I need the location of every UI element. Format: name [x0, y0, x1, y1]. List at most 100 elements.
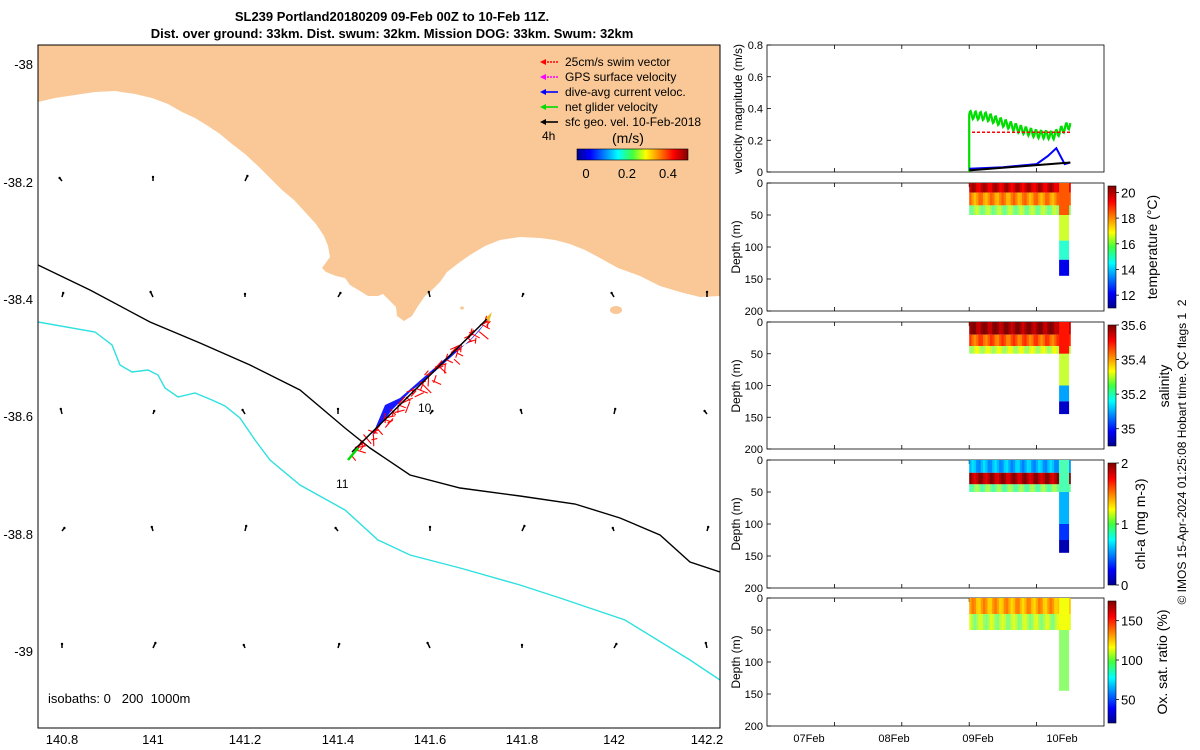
heat-cell	[1012, 334, 1016, 347]
heat-cell	[999, 598, 1002, 614]
heat-cell	[994, 598, 998, 614]
heat-cell	[976, 614, 979, 630]
heat-cell	[1017, 334, 1021, 347]
heat-cell	[1028, 192, 1032, 206]
heat-cell	[1047, 614, 1051, 630]
heat-cell	[1056, 192, 1060, 206]
map-x-tick: 141.8	[506, 732, 539, 747]
colorbar	[1107, 462, 1117, 586]
heat-cell	[1042, 346, 1046, 354]
geo-velocity-arrow-head	[523, 524, 526, 528]
map-colorbar-tick: 0.2	[618, 166, 636, 181]
colorbar-tick-label: 12	[1121, 288, 1135, 303]
y-tick-label: 200	[745, 444, 763, 456]
heat-cell	[971, 205, 975, 215]
heat-cell	[980, 598, 984, 614]
heat-cell	[1054, 484, 1057, 492]
heat-cell	[1019, 192, 1023, 206]
colorbar-tick-label: 20	[1121, 185, 1135, 200]
heat-cell	[1019, 205, 1023, 215]
swim-vector	[401, 397, 414, 404]
heat-cell	[1040, 598, 1044, 614]
heat-cell	[1038, 460, 1041, 473]
heat-cell	[1028, 322, 1032, 335]
heat-cell	[1035, 598, 1039, 614]
heat-cell	[1019, 346, 1023, 354]
heat-cell	[1035, 183, 1039, 193]
y-tick-label: 0	[757, 317, 763, 329]
heat-cell	[1006, 334, 1009, 347]
geo-velocity-arrow-head	[428, 525, 432, 529]
swim-vector	[375, 426, 384, 436]
heat-cell	[1056, 205, 1060, 215]
heat-cell	[1035, 484, 1039, 492]
heat-cell	[996, 205, 1000, 215]
heat-cell	[1008, 460, 1012, 473]
heat-cell	[996, 614, 1000, 630]
heat-cell	[989, 322, 993, 335]
heat-cell	[978, 484, 982, 492]
heat-cell	[976, 322, 979, 335]
geo-velocity-arrow-head	[243, 292, 247, 296]
heat-cell	[987, 192, 991, 206]
heat-cell	[985, 598, 989, 614]
swim-vector	[467, 339, 476, 343]
colorbar-tick-label: 18	[1121, 211, 1135, 226]
heat-cell	[1031, 472, 1034, 485]
heat-cell	[994, 460, 998, 473]
heat-cell	[1033, 598, 1037, 614]
heat-cell	[1051, 322, 1055, 335]
heat-cell	[1059, 385, 1070, 402]
geo-velocity-arrow-head	[59, 407, 62, 411]
heat-cell	[1026, 205, 1030, 215]
heat-cell	[1012, 484, 1016, 492]
island-small	[460, 306, 464, 310]
heat-cell	[1031, 614, 1034, 630]
heat-cell	[983, 460, 986, 473]
panel-frame	[766, 321, 1105, 450]
heat-cell	[973, 598, 977, 614]
heat-cell	[1059, 492, 1070, 524]
y-tick-label: 50	[751, 487, 763, 499]
heat-cell	[983, 205, 986, 215]
geo-velocity-arrow-head	[427, 290, 430, 294]
glider-track	[347, 312, 492, 462]
heat-cell	[1059, 322, 1070, 354]
geo-velocity-arrow-head	[151, 175, 155, 179]
heat-cell	[1001, 472, 1005, 485]
colorbar-tick-label: 16	[1121, 237, 1135, 252]
heat-cell	[978, 334, 982, 347]
heat-cell	[976, 192, 979, 206]
heat-cell	[999, 346, 1002, 354]
heat-cell	[978, 192, 982, 206]
heat-cell	[1026, 346, 1030, 354]
heat-cell	[1008, 334, 1012, 347]
heat-cell	[1049, 598, 1053, 614]
heat-cell	[1003, 334, 1007, 347]
heat-cell	[1003, 322, 1007, 335]
geo-velocity-arrow-head	[245, 524, 248, 528]
y-tick-label: 100	[745, 657, 763, 669]
geo-velocity-arrow-head	[338, 642, 341, 646]
heat-cell	[992, 192, 995, 206]
swim-vector	[445, 358, 454, 364]
heat-cell	[1033, 205, 1037, 215]
geo-velocity-arrow-head	[703, 409, 706, 413]
heat-cell	[1059, 540, 1070, 553]
heat-cell	[1028, 472, 1032, 485]
heat-cell	[969, 183, 972, 193]
heat-cell	[1008, 346, 1012, 354]
heat-cell	[1068, 472, 1071, 485]
heat-cell	[1038, 598, 1041, 614]
heat-cell	[1015, 598, 1018, 614]
y-tick-label: 0.4	[748, 104, 763, 116]
heat-cell	[1003, 183, 1007, 193]
heat-cell	[1033, 460, 1037, 473]
heat-cell	[1059, 259, 1070, 276]
heat-cell	[1010, 322, 1014, 335]
velocity-ylabel: velocity magnitude (m/s)	[731, 44, 745, 174]
heat-cell	[1051, 334, 1055, 347]
swim-vector	[351, 455, 357, 462]
heat-cell	[973, 472, 977, 485]
heat-cell	[978, 614, 982, 630]
